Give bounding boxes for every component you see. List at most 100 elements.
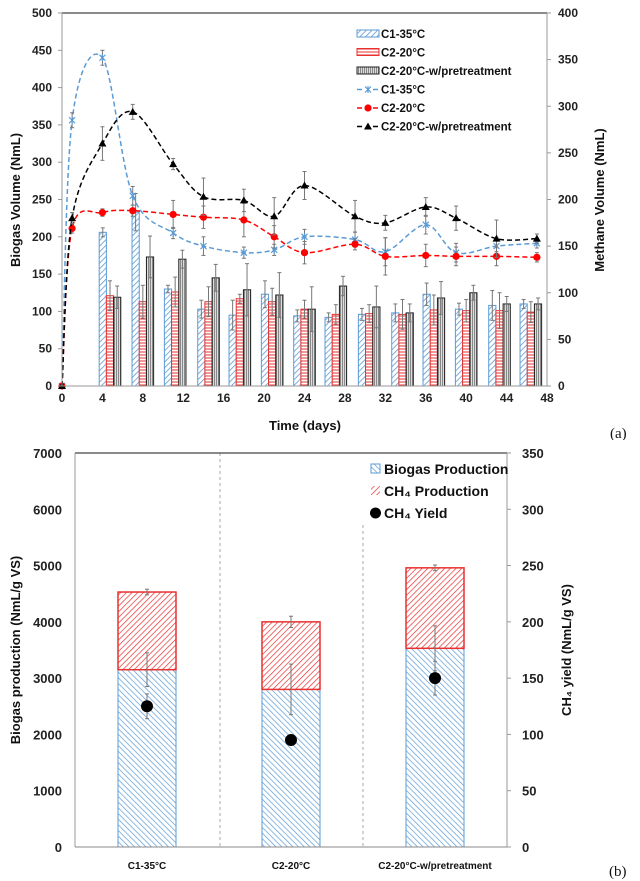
marker-circle [533,253,541,261]
y2-tick-label: 50 [558,332,572,346]
y-tick-label: 150 [32,267,52,281]
legend-label: C1-35°C [381,85,425,97]
plot-layer: C1-35°C C2-20°C C2-20°C-w/pretreatment 0 100… [33,446,544,872]
marker-circle [300,249,309,257]
y2-tick-label: 350 [522,446,544,461]
series-line [61,110,537,387]
marker-asterisk-stroke [240,249,248,257]
x-category-label: C2-20°C [272,861,310,872]
marker-circle [364,104,372,112]
y2-tick-label: 250 [558,146,578,160]
marker-asterisk [200,242,207,250]
marker-triangle [98,139,107,147]
y-axis-title: Biogas Volume (NmL) [8,133,23,267]
marker-asterisk [422,221,430,229]
y-tick-label: 300 [32,155,52,169]
y-tick-label: 4000 [33,615,62,630]
marker-triangle [199,192,208,200]
marker-triangle [300,181,309,189]
chart-a-methane-biogas-time: 0 4 8 12 16 20 24 28 32 36 40 44 4805010015020025030… [8,6,627,440]
marker-circle [169,210,177,219]
marker-triangle [239,196,248,204]
legend-label: C2-20°C [381,103,425,115]
y2-tick-label: 100 [522,727,544,742]
axes-layer: 0 4 8 12 16 20 24 28 32 36 40 44 4805010015020025030… [32,6,578,405]
legend-label: C2-20°C [381,48,425,60]
marker-triangle [381,218,390,226]
legend-label: Biogas Production [384,461,508,477]
lines-layer [58,49,541,390]
x-tick-label: 16 [217,391,231,405]
marker-circle [381,252,389,260]
marker-circle [240,216,248,224]
x-category-label: C1-35°C [128,861,166,872]
bar-biogas-production [261,688,321,848]
x-tick-label: 4 [99,391,106,405]
marker-circle [129,207,137,215]
x-tick-label: 8 [139,391,146,405]
y-tick-label: 450 [32,43,52,57]
marker-triangle [421,202,430,210]
y-tick-label: 350 [32,118,52,132]
marker-asterisk [301,233,308,241]
marker-asterisk-stroke [98,54,106,62]
x-tick-label: 28 [338,391,352,405]
marker-asterisk [240,249,248,257]
y-tick-label: 0 [45,379,52,393]
y2-tick-label: 200 [522,615,544,630]
legend-label: CH₄ Yield [384,505,447,521]
marker-asterisk-stroke [169,229,177,237]
legend-swatch [356,66,380,75]
y2-tick-label: 150 [558,239,578,253]
legend: C1-35°C C2-20°C C2-20°C-w/pretreatment C1-3… [356,29,512,134]
y-tick-label: 100 [32,304,52,318]
marker-asterisk-stroke [364,86,372,93]
y2-tick-label: 200 [558,193,578,207]
marker-asterisk-stroke [200,242,207,250]
y2-tick-label: 0 [558,379,565,393]
bars-layer [98,193,543,387]
panel-label-b: (b) [609,864,627,880]
legend-label: C2-20°C-w/pretreatment [381,66,512,78]
legend-label: CH₄ Production [384,483,489,499]
y-tick-label: 1000 [33,784,62,799]
y-tick-label: 2000 [33,727,62,742]
x-tick-label: 40 [459,391,473,405]
marker-asterisk [129,192,137,200]
marker-asterisk-stroke [422,221,430,229]
legend-marker [370,507,381,519]
y-tick-label: 400 [32,81,52,95]
y-tick-label: 7000 [33,446,62,461]
y-tick-label: 200 [32,230,52,244]
marker-triangle [270,212,279,220]
x-tick-label: 36 [419,391,433,405]
y-tick-label: 0 [55,840,62,855]
marker-triangle [492,234,501,242]
marker-asterisk-stroke [129,192,137,200]
y2-tick-label: 300 [522,502,544,517]
marker-triangle [364,122,372,130]
x-tick-label: 12 [177,391,191,405]
y2-tick-label: 0 [522,840,529,855]
panel-label-a: (a) [610,426,627,440]
x-tick-label: 20 [257,391,271,405]
x-tick-label: 24 [298,391,312,405]
y2-axis-title: Methane Volume (NmL) [592,128,607,272]
x-tick-label: 44 [500,391,514,405]
marker-circle [351,240,359,248]
y2-tick-label: 250 [522,559,544,574]
y-tick-label: 50 [39,342,53,356]
point-ch4-yield [141,700,153,713]
marker-triangle [169,160,178,168]
y-tick-label: 500 [32,6,52,20]
series-line [61,53,537,387]
marker-circle [452,252,460,260]
y-tick-label: 250 [32,193,52,207]
marker-triangle [128,107,137,115]
legend-label: C2-20°C-w/pretreatment [381,122,512,134]
y-tick-label: 3000 [33,671,62,686]
y2-tick-label: 50 [522,784,536,799]
y-axis-title: Biogas production (NmL/g VS) [8,556,23,745]
y-tick-label: 5000 [33,559,62,574]
x-category-label: C2-20°C-w/pretreatment [378,861,492,872]
